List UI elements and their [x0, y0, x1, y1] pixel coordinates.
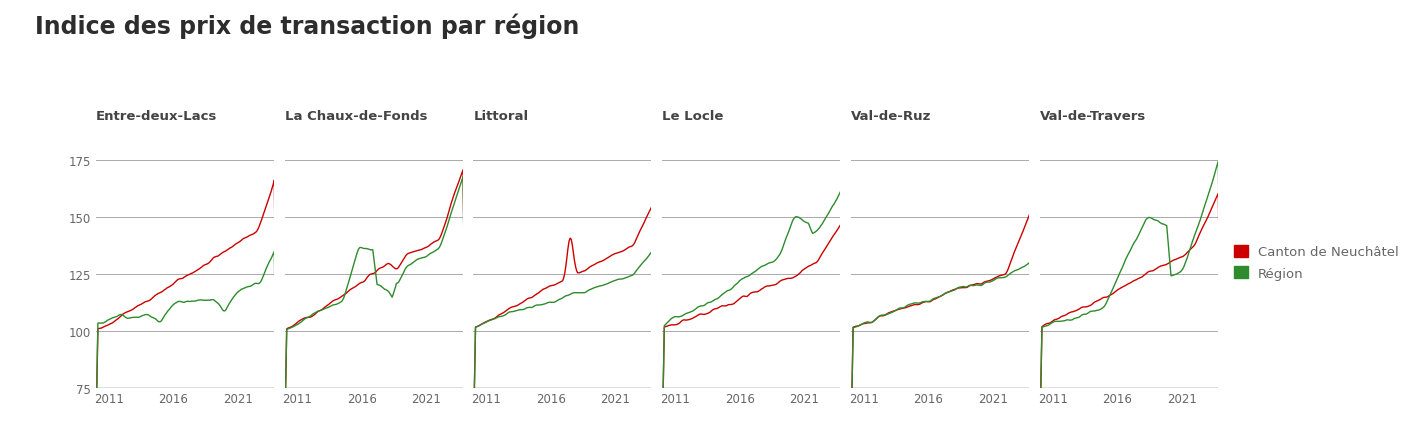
Text: Val-de-Ruz: Val-de-Ruz [850, 110, 931, 123]
Text: La Chaux-de-Fonds: La Chaux-de-Fonds [284, 110, 427, 123]
Text: Val-de-Travers: Val-de-Travers [1039, 110, 1146, 123]
Text: Le Locle: Le Locle [662, 110, 724, 123]
Text: Indice des prix de transaction par région: Indice des prix de transaction par régio… [35, 13, 580, 39]
Text: Littoral: Littoral [473, 110, 528, 123]
Legend: Canton de Neuchâtel, Région: Canton de Neuchâtel, Région [1235, 245, 1400, 280]
Text: Entre-deux-Lacs: Entre-deux-Lacs [96, 110, 217, 123]
